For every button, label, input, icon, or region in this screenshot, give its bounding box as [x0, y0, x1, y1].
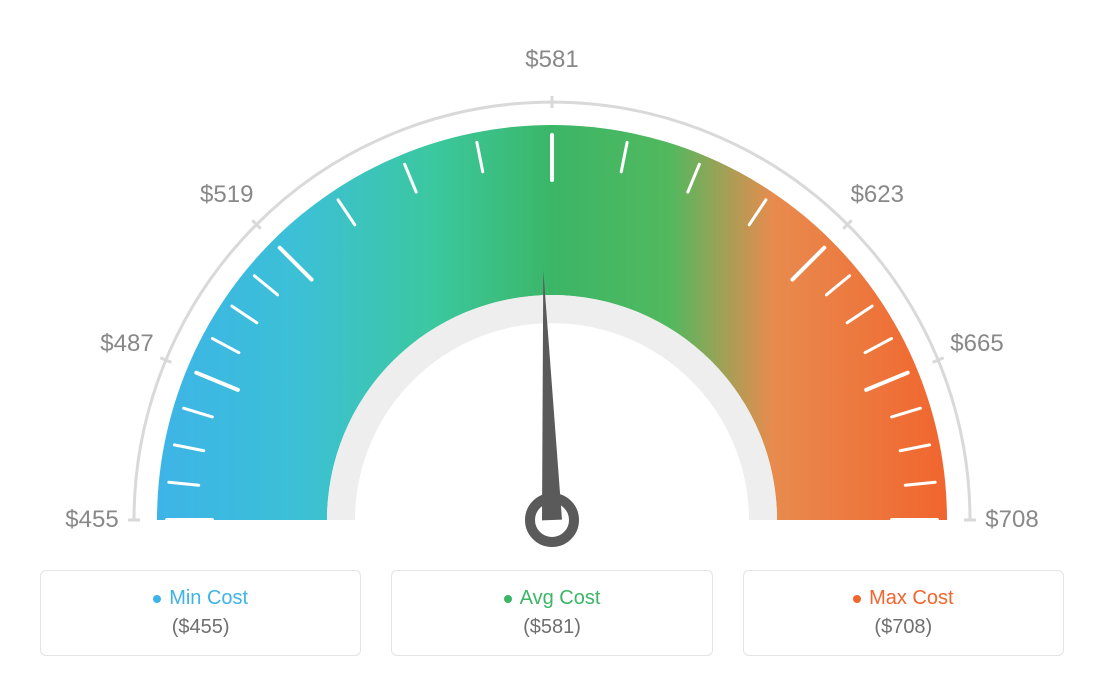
legend-max-label: Max Cost — [853, 587, 953, 610]
gauge-tick-label: $623 — [851, 181, 904, 209]
gauge-tick-label: $708 — [985, 506, 1038, 534]
cost-gauge: $455 $487 $519 $581 $623 $665 $708 — [0, 0, 1104, 570]
gauge-tick-label: $581 — [525, 46, 578, 74]
gauge-tick-label: $665 — [950, 330, 1003, 358]
legend-max-value: ($708) — [764, 616, 1043, 639]
gauge-tick-label: $519 — [200, 181, 253, 209]
legend-row: Min Cost ($455) Avg Cost ($581) Max Cost… — [0, 570, 1104, 656]
gauge-svg — [0, 0, 1104, 570]
legend-avg-label: Avg Cost — [504, 587, 601, 610]
legend-min-value: ($455) — [61, 616, 340, 639]
legend-avg-value: ($581) — [412, 616, 691, 639]
gauge-tick-label: $455 — [65, 506, 118, 534]
legend-min: Min Cost ($455) — [40, 570, 361, 656]
legend-avg: Avg Cost ($581) — [391, 570, 712, 656]
legend-max: Max Cost ($708) — [743, 570, 1064, 656]
legend-min-label: Min Cost — [153, 587, 248, 610]
gauge-tick-label: $487 — [100, 330, 153, 358]
